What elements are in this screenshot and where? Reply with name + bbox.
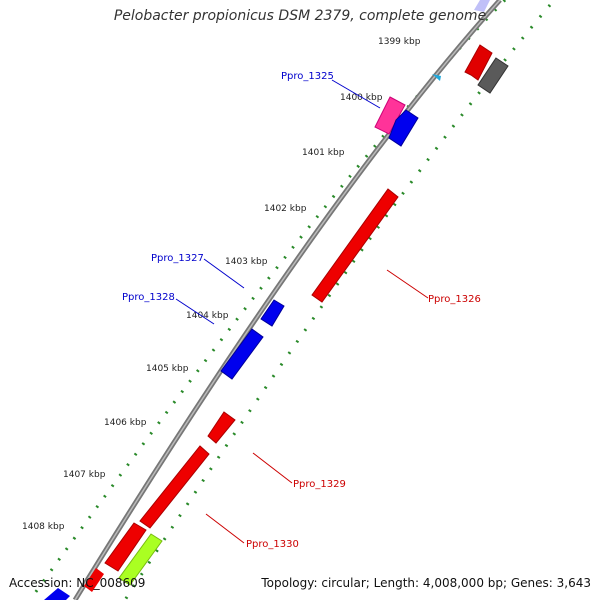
tick-label: 1401 kbp bbox=[302, 148, 345, 158]
tick-label: 1399 kbp bbox=[378, 37, 421, 47]
gene-label-ppro-1329[interactable]: Ppro_1329 bbox=[293, 479, 346, 490]
tick-label: 1404 kbp bbox=[186, 311, 229, 321]
gene-arrow-grey-top bbox=[477, 57, 509, 94]
tick-label: 1403 kbp bbox=[225, 257, 268, 267]
genome-summary-text: Topology: circular; Length: 4,008,000 bp… bbox=[261, 576, 591, 590]
gene-arrow-green bbox=[118, 533, 163, 586]
tick-label: 1406 kbp bbox=[104, 418, 147, 428]
gene-label-ppro-1326[interactable]: Ppro_1326 bbox=[428, 294, 481, 305]
gene-features bbox=[44, 0, 509, 600]
gene-arrow-ppro-1325 bbox=[388, 109, 419, 147]
gene-label-ppro-1325[interactable]: Ppro_1325 bbox=[281, 71, 334, 82]
tick-track-inner bbox=[123, 4, 552, 600]
gene-arrow-ppro-1330 bbox=[139, 445, 210, 529]
gene-arrow-ppro-1328 bbox=[220, 328, 264, 380]
gene-label-ppro-1328[interactable]: Ppro_1328 bbox=[122, 292, 175, 303]
tick-label: 1400 kbp bbox=[340, 93, 383, 103]
gene-labels: Ppro_1325 Ppro_1326 Ppro_1327 Ppro_1328 … bbox=[122, 71, 481, 550]
gene-marker-cyan bbox=[432, 74, 441, 81]
gene-label-ppro-1327[interactable]: Ppro_1327 bbox=[151, 253, 204, 264]
gene-arrow-ppro-1329 bbox=[207, 411, 236, 444]
accession-text: Accession: NC_008609 bbox=[9, 576, 146, 590]
gene-arrow-ppro-1327 bbox=[260, 299, 285, 327]
gene-arrow-red-top bbox=[464, 44, 493, 81]
gene-arrow-red-bottom bbox=[104, 522, 147, 572]
map-title: Pelobacter propionicus DSM 2379, complet… bbox=[113, 8, 487, 24]
tick-label: 1402 kbp bbox=[264, 204, 307, 214]
tick-label: 1408 kbp bbox=[22, 522, 65, 532]
tick-label: 1405 kbp bbox=[146, 364, 189, 374]
tick-label: 1407 kbp bbox=[63, 470, 106, 480]
gene-leaders bbox=[175, 79, 429, 544]
gene-label-ppro-1330[interactable]: Ppro_1330 bbox=[246, 539, 299, 550]
tick-track-outer bbox=[28, 0, 507, 600]
gene-arrow-pink bbox=[374, 96, 406, 135]
tick-labels: 1399 kbp 1400 kbp 1401 kbp 1402 kbp 1403… bbox=[22, 37, 421, 532]
gene-arrow-ppro-1326 bbox=[311, 188, 399, 303]
